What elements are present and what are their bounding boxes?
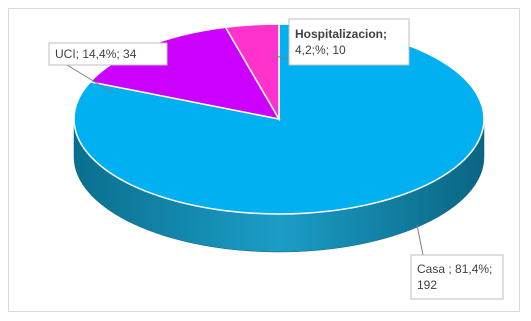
label-text: 4,2;%; 10	[295, 43, 346, 57]
pie-chart: Casa ; 81,4%; 192 UCI; 14,4%; 34 Hospitaliz…	[48, 18, 504, 300]
pie-top	[73, 23, 485, 215]
data-labels: Casa ; 81,4%; 192 UCI; 14,4%; 34 Hospitaliz…	[48, 18, 504, 300]
label-text: 192	[417, 278, 437, 292]
data-label-hospitalizacion: Hospitalizacion; 4,2;%; 10	[288, 18, 410, 66]
data-label-uci: UCI; 14,4%; 34	[48, 42, 168, 66]
leader-hospitalizacion	[270, 54, 290, 60]
label-box	[48, 42, 168, 66]
label-box	[288, 18, 410, 66]
data-label-casa: Casa ; 81,4%; 192	[410, 254, 504, 300]
slice-hospitalizacion	[224, 23, 280, 122]
chart-frame: Casa ; 81,4%; 192 UCI; 14,4%; 34 Hospitaliz…	[8, 8, 520, 312]
leader-casa	[416, 224, 424, 256]
label-text: Casa ; 81,4%;	[417, 262, 492, 276]
label-text: Hospitalizacion;	[295, 27, 387, 41]
label-text: UCI; 14,4%; 34	[55, 47, 137, 61]
label-box	[410, 254, 504, 300]
